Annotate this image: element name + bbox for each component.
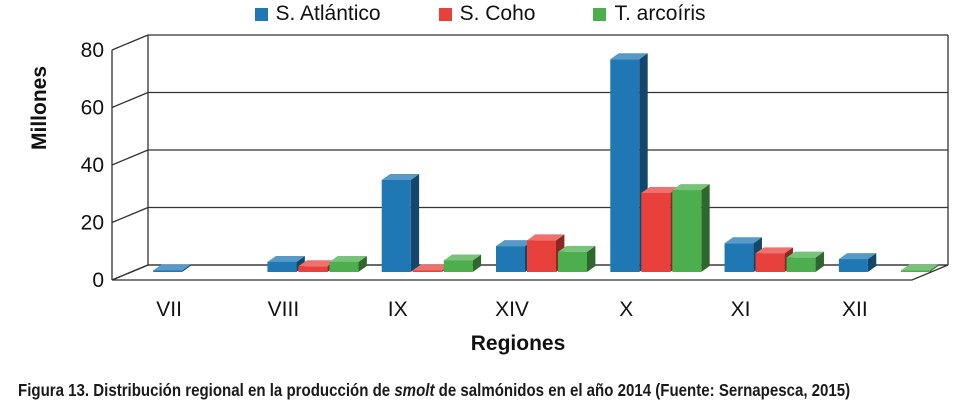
x-tick-label: XIV bbox=[495, 298, 529, 321]
legend-item-s-atlantico: S. Atlántico bbox=[254, 2, 381, 26]
bar-XIV-0 bbox=[496, 240, 534, 272]
gridline-side bbox=[111, 206, 149, 224]
gridline-side bbox=[111, 91, 149, 109]
legend-swatch-t-arcoiris bbox=[593, 7, 607, 21]
x-tick-label: VIII bbox=[268, 298, 300, 321]
bar-IX-0 bbox=[381, 174, 420, 272]
bar-chart: 0 20 40 60 80 VII VIII IX XIV X XI XII Millones Reg… bbox=[28, 34, 949, 355]
x-tick-label: IX bbox=[388, 298, 408, 321]
y-tick-label: 0 bbox=[92, 269, 104, 292]
legend-label-s-atlantico: S. Atlántico bbox=[275, 2, 381, 25]
chart-legend: S. Atlántico S. Coho T. arcoíris bbox=[0, 2, 960, 26]
x-tick-label: XI bbox=[731, 298, 751, 321]
y-tick-label: 20 bbox=[81, 212, 104, 235]
bar-VIII-2 bbox=[329, 255, 367, 272]
y-tick-label: 80 bbox=[81, 39, 104, 62]
bar-X-2 bbox=[672, 184, 710, 272]
legend-item-t-arcoiris: T. arcoíris bbox=[593, 2, 705, 26]
x-tick-label: VII bbox=[156, 298, 182, 321]
caption-prefix: Figura 13. Distribución regional en la p… bbox=[18, 380, 395, 400]
y-tick-label: 60 bbox=[81, 97, 104, 120]
gridline-side bbox=[111, 34, 149, 51]
legend-item-s-coho: S. Coho bbox=[438, 2, 536, 26]
labels-layer: 0 20 40 60 80 VII VIII IX XIV X XI XII bbox=[81, 39, 868, 321]
y-axis-label: Millones bbox=[28, 66, 51, 150]
legend-swatch-s-atlantico bbox=[254, 7, 268, 21]
bar-XII-0 bbox=[838, 253, 877, 272]
caption-emphasis: smolt bbox=[394, 380, 435, 400]
bar-XII-2 bbox=[900, 264, 939, 272]
chart-floor bbox=[111, 264, 949, 281]
legend-swatch-s-coho bbox=[438, 7, 452, 21]
caption-suffix: de salmónidos en el año 2014 (Fuente: Se… bbox=[434, 380, 851, 400]
legend-label-t-arcoiris: T. arcoíris bbox=[614, 2, 706, 25]
legend-label-s-coho: S. Coho bbox=[459, 2, 536, 25]
x-tick-label: XII bbox=[842, 298, 868, 321]
bar-XIV-2 bbox=[558, 245, 596, 272]
y-tick-label: 40 bbox=[81, 154, 104, 177]
bar-IX-2 bbox=[443, 254, 482, 272]
bars-layer bbox=[153, 53, 939, 272]
bar-XI-2 bbox=[786, 251, 824, 272]
bar-VII-0 bbox=[153, 264, 191, 272]
gridline-side bbox=[111, 149, 149, 166]
figure-caption: Figura 13. Distribución regional en la p… bbox=[18, 380, 850, 401]
x-axis-label: Regiones bbox=[471, 332, 566, 355]
x-tick-label: X bbox=[619, 298, 633, 321]
